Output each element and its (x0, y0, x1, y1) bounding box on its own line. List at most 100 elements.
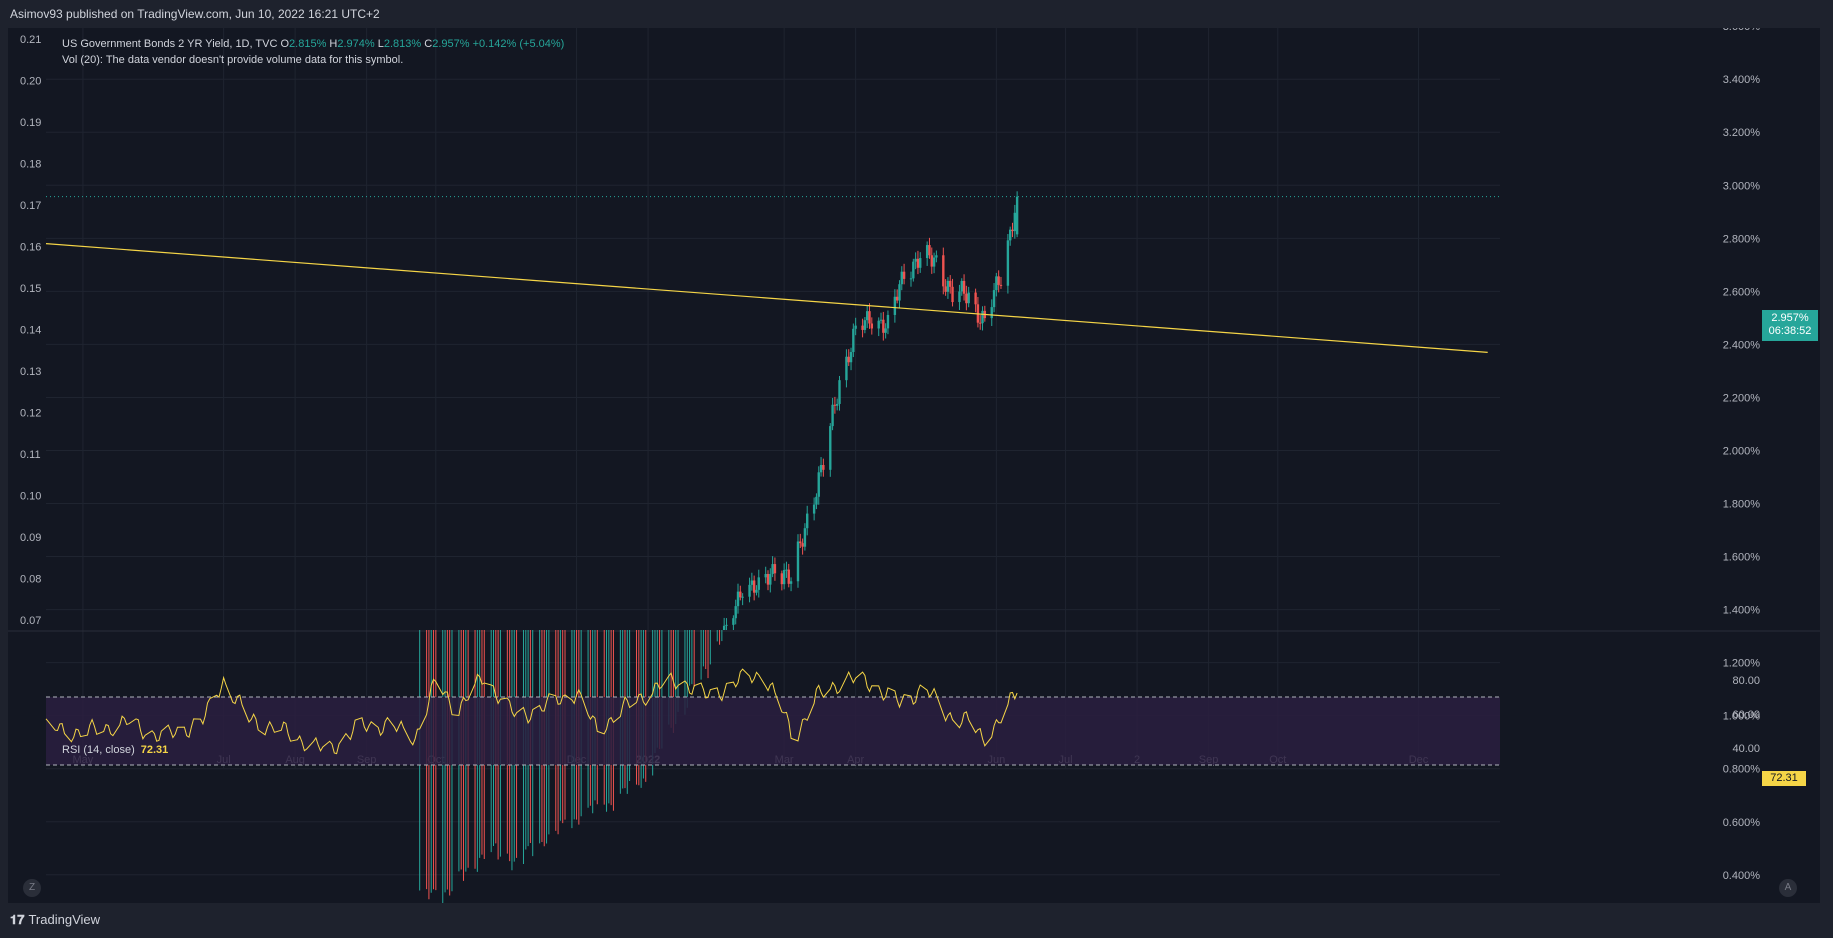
legend-high-label: H (329, 38, 338, 50)
candle-body (962, 280, 966, 294)
candle-body (769, 574, 772, 585)
candle-body (884, 328, 887, 333)
candle-body (822, 464, 825, 470)
candle-body (960, 280, 963, 292)
candle-body (919, 258, 922, 268)
candle-body (997, 276, 1000, 285)
right-axis-label: 1.000% (1723, 711, 1761, 723)
candle-body (895, 296, 899, 301)
footer-bar (0, 903, 1833, 938)
candle-body (757, 577, 760, 590)
candle-body (992, 290, 996, 308)
legend-close-label: C (424, 38, 433, 50)
legend-open-label: O (280, 38, 290, 50)
candle-body (752, 580, 756, 593)
candle-body (854, 325, 857, 329)
legend-open: 2.815% (289, 38, 327, 50)
right-axis-label: 2.400% (1723, 339, 1761, 351)
candle-body (902, 271, 906, 279)
candle-body (815, 496, 818, 505)
candle-body (1011, 229, 1014, 232)
left-axis-label: 0.17 (20, 200, 41, 212)
rsi-label: RSI (14, close) (62, 744, 135, 756)
candle-body (935, 255, 938, 258)
candle-body (999, 284, 1003, 286)
rsi-legend: RSI (14, close) 72.31 (62, 744, 168, 756)
rsi-axis-label: 40.00 (1732, 743, 1760, 755)
candle-body (771, 564, 774, 575)
candle-body (835, 403, 839, 406)
candle-body (909, 278, 913, 280)
candle-body (949, 280, 952, 287)
candle-body (942, 255, 945, 287)
publisher-bar: Asimov93 published on TradingView.com, J… (0, 0, 1833, 28)
candle-body (886, 314, 890, 329)
right-axis-label: 2.200% (1723, 392, 1761, 404)
candle-body (974, 292, 977, 305)
candle-body (829, 426, 832, 470)
right-axis-label: 1.200% (1723, 658, 1761, 670)
candle-body (734, 606, 737, 619)
left-axis-label: 0.11 (20, 449, 41, 461)
right-axis-label: 0.600% (1723, 817, 1761, 829)
candle-body (865, 311, 869, 321)
candle-body (979, 322, 982, 324)
candle-body (1013, 212, 1017, 232)
candle-body (780, 573, 784, 585)
tv-logo-text: TradingView (28, 912, 101, 927)
candle-body (882, 319, 885, 333)
candle-body (852, 328, 855, 353)
rsi-value-tag-text: 72.31 (1770, 772, 1798, 784)
legend-low-label: L (377, 38, 384, 50)
tv-logo-icon: 𝟏𝟕 (10, 912, 25, 927)
right-axis-label: 1.600% (1723, 552, 1761, 564)
left-axis-label: 0.19 (20, 117, 41, 129)
left-axis-label: 0.16 (20, 242, 41, 254)
candle-body (803, 528, 807, 547)
candle-body (799, 541, 802, 544)
right-axis-label: 2.600% (1723, 286, 1761, 298)
candle-body (925, 245, 929, 259)
auto-scale-a-button[interactable]: A (1779, 879, 1797, 897)
left-axis-label: 0.12 (20, 408, 41, 420)
candle-body (787, 569, 790, 584)
candle-body (916, 258, 920, 268)
left-axis-label: 0.20 (20, 76, 41, 88)
candle-body (1009, 229, 1012, 241)
candle-body (766, 573, 770, 585)
rsi-band (46, 697, 1500, 765)
candle-body (782, 570, 786, 585)
chart-svg[interactable]: 4.600%4.400%4.200%4.000%3.800%3.600%3.40… (8, 28, 1820, 903)
tradingview-logo[interactable]: 𝟏𝟕 TradingView (10, 912, 100, 928)
chart-area[interactable]: 4.600%4.400%4.200%4.000%3.800%3.600%3.40… (8, 28, 1820, 903)
candle-body (750, 580, 754, 585)
left-axis-label: 0.08 (20, 574, 41, 586)
candle-body (847, 356, 850, 363)
candle-body (845, 356, 848, 381)
legend-low: 2.813% (383, 38, 422, 50)
rsi-axis-label: 80.00 (1732, 675, 1760, 687)
rsi-axis-label: 60.00 (1732, 709, 1760, 721)
left-axis-label: 0.15 (20, 283, 41, 295)
candle-body (748, 584, 751, 597)
candle-body (951, 286, 954, 303)
right-axis-label: 3.000% (1723, 180, 1761, 192)
candle-body (965, 293, 968, 304)
left-axis-label: 0.07 (20, 615, 41, 627)
candle-body (755, 589, 758, 593)
candle-body (930, 255, 933, 267)
candle-body (1015, 196, 1019, 235)
candle-body (773, 564, 777, 574)
right-axis-label: 2.800% (1723, 233, 1761, 245)
main-legend: US Government Bonds 2 YR Yield, 1D, TVC … (62, 36, 564, 68)
candle-body (879, 319, 883, 321)
candle-body (831, 404, 834, 427)
trendline (45, 243, 1488, 353)
candle-body (990, 307, 993, 319)
candle-body (739, 591, 742, 598)
candle-body (928, 245, 931, 256)
right-axis-label: 0.800% (1723, 764, 1761, 776)
candle-body (789, 581, 793, 584)
rsi-value: 72.31 (140, 744, 169, 756)
timezone-z-button[interactable]: Z (23, 879, 41, 897)
